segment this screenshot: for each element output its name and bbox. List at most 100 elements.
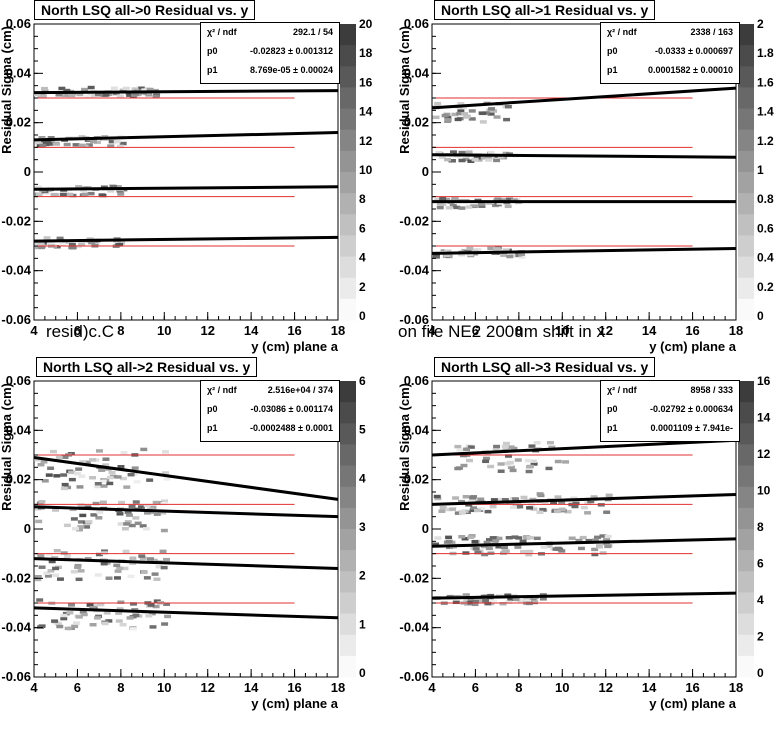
heatmap-cell xyxy=(434,496,442,501)
heatmap-cell xyxy=(148,611,156,616)
heatmap-cell xyxy=(536,492,544,496)
heatmap-cell xyxy=(518,252,526,256)
heatmap-cell xyxy=(473,156,481,160)
heatmap-cell xyxy=(110,86,118,90)
heatmap-cell xyxy=(146,478,154,482)
heatmap-cell xyxy=(99,500,107,504)
heatmap-cell xyxy=(46,242,54,246)
heatmap-cell xyxy=(76,485,84,489)
stat-label: p1 xyxy=(207,423,218,433)
heatmap-cell xyxy=(487,464,495,469)
y-tick-label: -0.02 xyxy=(399,570,429,585)
x-tick-label: 10 xyxy=(157,680,171,695)
heatmap-cell xyxy=(479,111,487,116)
color-scale-label: 4 xyxy=(757,593,764,607)
heatmap-cell xyxy=(493,158,501,163)
fit-line xyxy=(431,591,737,600)
heatmap-cell xyxy=(96,449,103,453)
heatmap-cell xyxy=(587,499,595,504)
heatmap-cell xyxy=(68,245,76,250)
heatmap-cell xyxy=(488,540,496,544)
heatmap-cell xyxy=(114,185,122,189)
heatmap-cell xyxy=(68,477,76,482)
heatmap-cell xyxy=(68,242,76,247)
heatmap-cell xyxy=(102,93,110,97)
color-scale-label: 8 xyxy=(757,520,764,534)
color-scale-label: 1.8 xyxy=(757,46,774,60)
color-scale-label: 16 xyxy=(757,374,771,388)
x-tick-label: 14 xyxy=(642,323,657,338)
color-scale-segment xyxy=(340,423,356,445)
heatmap-cell xyxy=(445,539,453,544)
color-scale-label: 8 xyxy=(359,192,366,206)
y-tick-label: 0 xyxy=(422,164,429,179)
color-scale-segment xyxy=(738,256,754,279)
heatmap-cell xyxy=(472,547,480,551)
heatmap-cell xyxy=(52,566,60,571)
y-tick-label: 0 xyxy=(422,521,429,536)
y-tick-label: -0.04 xyxy=(1,263,31,278)
color-scale-segment xyxy=(340,193,356,215)
heatmap-cell xyxy=(102,457,110,461)
color-scale-label: 1.4 xyxy=(757,105,774,119)
heatmap-cell xyxy=(468,117,476,121)
heatmap-cell xyxy=(480,544,488,549)
color-scale-label: 1.2 xyxy=(757,134,774,148)
color-scale-label: 1.6 xyxy=(757,75,774,89)
heatmap-cell xyxy=(52,573,60,577)
heatmap-cell xyxy=(74,471,81,476)
heatmap-cell xyxy=(460,463,468,468)
heatmap-cell xyxy=(500,197,508,202)
heatmap-cell xyxy=(94,93,102,97)
heatmap-cell xyxy=(514,458,522,462)
heatmap-cell xyxy=(121,527,129,531)
heatmap-cell xyxy=(462,593,470,597)
heatmap-cell xyxy=(482,459,490,464)
heatmap-cell xyxy=(596,545,604,549)
heatmap-cell xyxy=(63,523,71,528)
heatmap-cell xyxy=(122,549,130,554)
y-tick-label: 0.06 xyxy=(404,16,429,31)
heatmap-cell xyxy=(59,192,67,197)
heatmap-cell xyxy=(478,204,486,208)
y-tick-label: 0.04 xyxy=(404,65,430,80)
heatmap-cell xyxy=(77,503,85,507)
color-scale-label: 1 xyxy=(359,617,366,631)
y-tick-label: 0.06 xyxy=(6,373,31,388)
heatmap-cell xyxy=(163,602,171,606)
heatmap-cell xyxy=(468,109,476,113)
heatmap-cell xyxy=(467,159,475,163)
heatmap-cell xyxy=(518,255,526,259)
heatmap-cell xyxy=(90,513,98,517)
heatmap-cell xyxy=(445,535,453,540)
color-scale-segment xyxy=(340,381,356,403)
heatmap-cell xyxy=(466,246,474,251)
heatmap-cell xyxy=(163,557,170,562)
heatmap-cell xyxy=(86,603,94,607)
heatmap-cell xyxy=(458,206,466,210)
heatmap-cell xyxy=(147,603,155,607)
color-scale-label: 4 xyxy=(359,251,366,265)
heatmap-cell xyxy=(432,542,440,546)
heatmap-cell xyxy=(470,506,478,510)
heatmap-cell xyxy=(485,158,493,162)
heatmap-cell xyxy=(460,105,468,110)
heatmap-cell xyxy=(558,549,566,553)
heatmap-cell xyxy=(487,246,495,251)
heatmap-cell xyxy=(37,242,45,246)
color-scale-segment xyxy=(738,381,754,403)
heatmap-cell xyxy=(59,242,67,246)
heatmap-cell xyxy=(79,513,87,518)
heatmap-cell xyxy=(467,535,475,539)
heatmap-cell xyxy=(147,557,154,561)
heatmap-cell xyxy=(502,248,510,252)
heatmap-cell xyxy=(507,445,515,449)
heatmap-cell xyxy=(96,510,104,515)
heatmap-cell xyxy=(53,245,61,249)
heatmap-cell xyxy=(50,449,57,454)
heatmap-cell xyxy=(465,150,473,154)
stat-value: -0.02823 ± 0.001312 xyxy=(249,46,333,56)
fit-line xyxy=(33,131,339,142)
heatmap-cell xyxy=(52,508,60,512)
fit-line xyxy=(33,557,339,570)
